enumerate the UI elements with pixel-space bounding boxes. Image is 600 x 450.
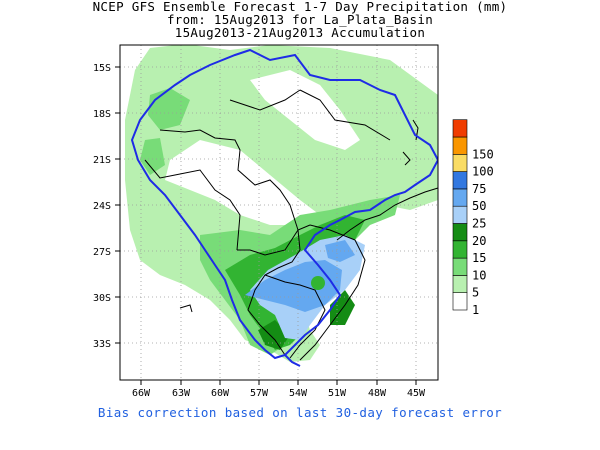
- legend-level-label: 100: [472, 165, 494, 179]
- legend-level-label: 25: [472, 217, 486, 231]
- x-tick-label: 66W: [132, 388, 151, 399]
- y-tick-label: 30S: [93, 293, 111, 304]
- y-tick-label: 24S: [93, 201, 111, 212]
- map-frame: [119, 44, 439, 381]
- basin-outline: [130, 48, 438, 367]
- legend-level-label: 150: [472, 147, 494, 161]
- legend-level-label: 5: [472, 286, 479, 300]
- precip-dry-area: [250, 70, 360, 150]
- x-tick-label: 60W: [211, 388, 230, 399]
- legend-colorbar: [452, 119, 468, 311]
- y-tick-labels: 15S 18S 21S 24S 27S 30S 33S: [93, 63, 111, 350]
- y-tick-label: 18S: [93, 109, 111, 120]
- bias-correction-note: Bias correction based on last 30-day for…: [97, 405, 503, 420]
- x-tick-label: 45W: [407, 388, 426, 399]
- legend-color-box: [452, 154, 468, 172]
- legend-color-box: [452, 205, 468, 224]
- x-tick-label: 63W: [172, 388, 191, 399]
- coastline: [179, 119, 439, 361]
- precip-dry-area: [165, 140, 320, 225]
- legend-color-box: [452, 292, 468, 311]
- legend-level-label: 50: [472, 199, 486, 213]
- legend-level-label: 75: [472, 182, 486, 196]
- precip-10mm-area: [140, 138, 165, 175]
- country-borders: [144, 89, 391, 359]
- x-tick-label: 54W: [289, 388, 308, 399]
- y-tick-label: 27S: [93, 247, 111, 258]
- map-title-line1: NCEP GFS Ensemble Forecast 1-7 Day Preci…: [92, 0, 508, 14]
- x-tick-label: 57W: [250, 388, 269, 399]
- legend-color-box: [452, 119, 468, 138]
- legend-level-label: 20: [472, 234, 486, 248]
- legend-color-box: [452, 223, 468, 242]
- precip-dry-area: [160, 290, 180, 315]
- legend-color-box: [452, 136, 468, 155]
- x-tick-label: 48W: [368, 388, 387, 399]
- y-tick-label: 21S: [93, 155, 111, 166]
- legend-color-box: [452, 188, 468, 207]
- legend-color-box: [452, 257, 468, 276]
- precip-15mm-spot: [311, 276, 325, 290]
- legend-level-label: 15: [472, 251, 486, 265]
- tick-marks: [115, 66, 417, 385]
- y-tick-label: 15S: [93, 63, 111, 74]
- legend-color-box: [452, 171, 468, 190]
- legend-color-box: [452, 240, 468, 259]
- x-tick-label: 51W: [328, 388, 347, 399]
- y-tick-label: 33S: [93, 339, 111, 350]
- map-title-line2: from: 15Aug2013 for La_Plata_Basin: [166, 12, 434, 27]
- precip-50mm-area: [245, 260, 342, 312]
- legend-level-label: 10: [472, 268, 486, 282]
- map-title-line3: 15Aug2013-21Aug2013 Accumulation: [174, 25, 426, 40]
- legend-level-label: 1: [472, 303, 479, 317]
- x-tick-labels: 66W 63W 60W 57W 54W 51W 48W 45W: [132, 388, 426, 399]
- legend-color-box: [452, 275, 468, 293]
